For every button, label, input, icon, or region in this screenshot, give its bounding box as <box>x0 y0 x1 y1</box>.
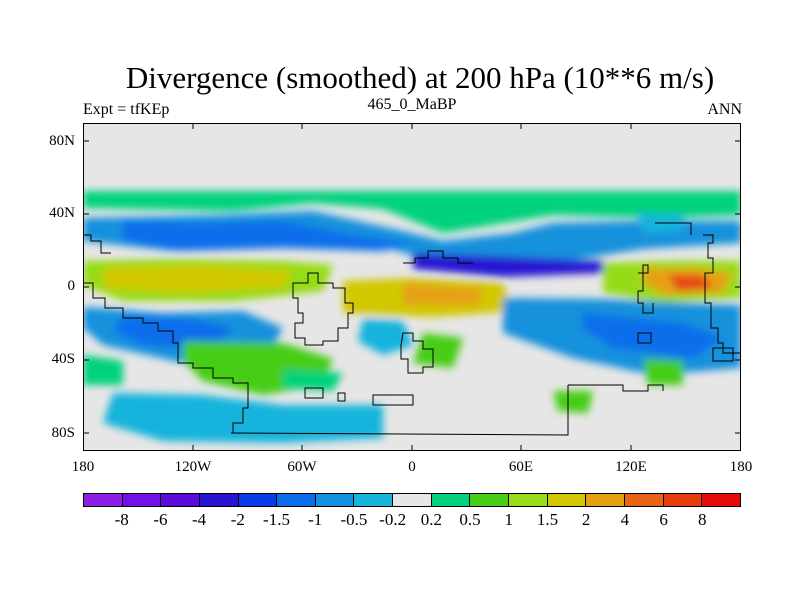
coastlines <box>83 222 741 436</box>
colorbar-box <box>547 494 587 506</box>
colorbar-label: -0.2 <box>379 510 407 529</box>
colorbar-box <box>702 494 740 506</box>
colorbar <box>83 493 741 507</box>
colorbar-box <box>315 494 355 506</box>
colorbar-box <box>470 494 510 506</box>
y-tick-label: 40S <box>51 351 75 367</box>
colorbar-box <box>663 494 703 506</box>
axis-ticks <box>83 123 741 451</box>
colorbar-box <box>586 494 625 506</box>
experiment-label: Expt = tfKEp <box>83 101 170 118</box>
y-tick-label: 0 <box>67 278 76 294</box>
colorbar-label: -1 <box>308 510 323 529</box>
colorbar-box <box>122 494 162 506</box>
colorbar-box <box>277 494 316 506</box>
colorbar-box <box>161 494 200 506</box>
colorbar-label: 4 <box>620 510 630 529</box>
y-tick-label: 80S <box>51 425 75 441</box>
colorbar-label: -8 <box>114 510 129 529</box>
colorbar-box <box>431 494 471 506</box>
colorbar-box <box>238 494 278 506</box>
season-label: ANN <box>707 101 742 118</box>
colorbar-label: 2 <box>581 510 591 529</box>
colorbar-box <box>393 494 432 506</box>
x-tick-label: 180 <box>729 459 753 475</box>
colorbar-label: -4 <box>192 510 207 529</box>
colorbar-label: -2 <box>230 510 245 529</box>
colorbar-box <box>354 494 394 506</box>
colorbar-label: -0.5 <box>340 510 368 529</box>
colorbar-label: 6 <box>659 510 668 529</box>
colorbar-box <box>84 494 123 506</box>
x-tick-label: 120E <box>615 459 647 475</box>
x-tick-label: 0 <box>408 459 416 475</box>
y-tick-label: 80N <box>49 133 75 149</box>
divergence-map <box>83 123 741 451</box>
x-tick-label: 120W <box>174 459 212 475</box>
x-tick-label: 60W <box>287 459 317 475</box>
case-label: 465_0_MaBP <box>367 96 457 113</box>
x-tick-label: 180 <box>71 459 95 475</box>
colorbar-box <box>624 494 664 506</box>
colorbar-box <box>509 494 548 506</box>
colorbar-label: 1 <box>504 510 514 529</box>
colorbar-label: -1.5 <box>263 510 290 529</box>
colorbar-label: 0.2 <box>420 510 442 529</box>
colorbar-label: 0.5 <box>459 510 481 529</box>
chart-title: Divergence (smoothed) at 200 hPa (10**6 … <box>125 60 715 95</box>
colorbar-label: 1.5 <box>536 510 559 529</box>
colorbar-label: -6 <box>153 510 168 529</box>
y-tick-label: 40N <box>49 205 75 221</box>
colorbar-label: 8 <box>698 510 707 529</box>
colorbar-box <box>199 494 239 506</box>
x-tick-label: 60E <box>508 459 534 475</box>
contour-fields <box>83 191 741 443</box>
